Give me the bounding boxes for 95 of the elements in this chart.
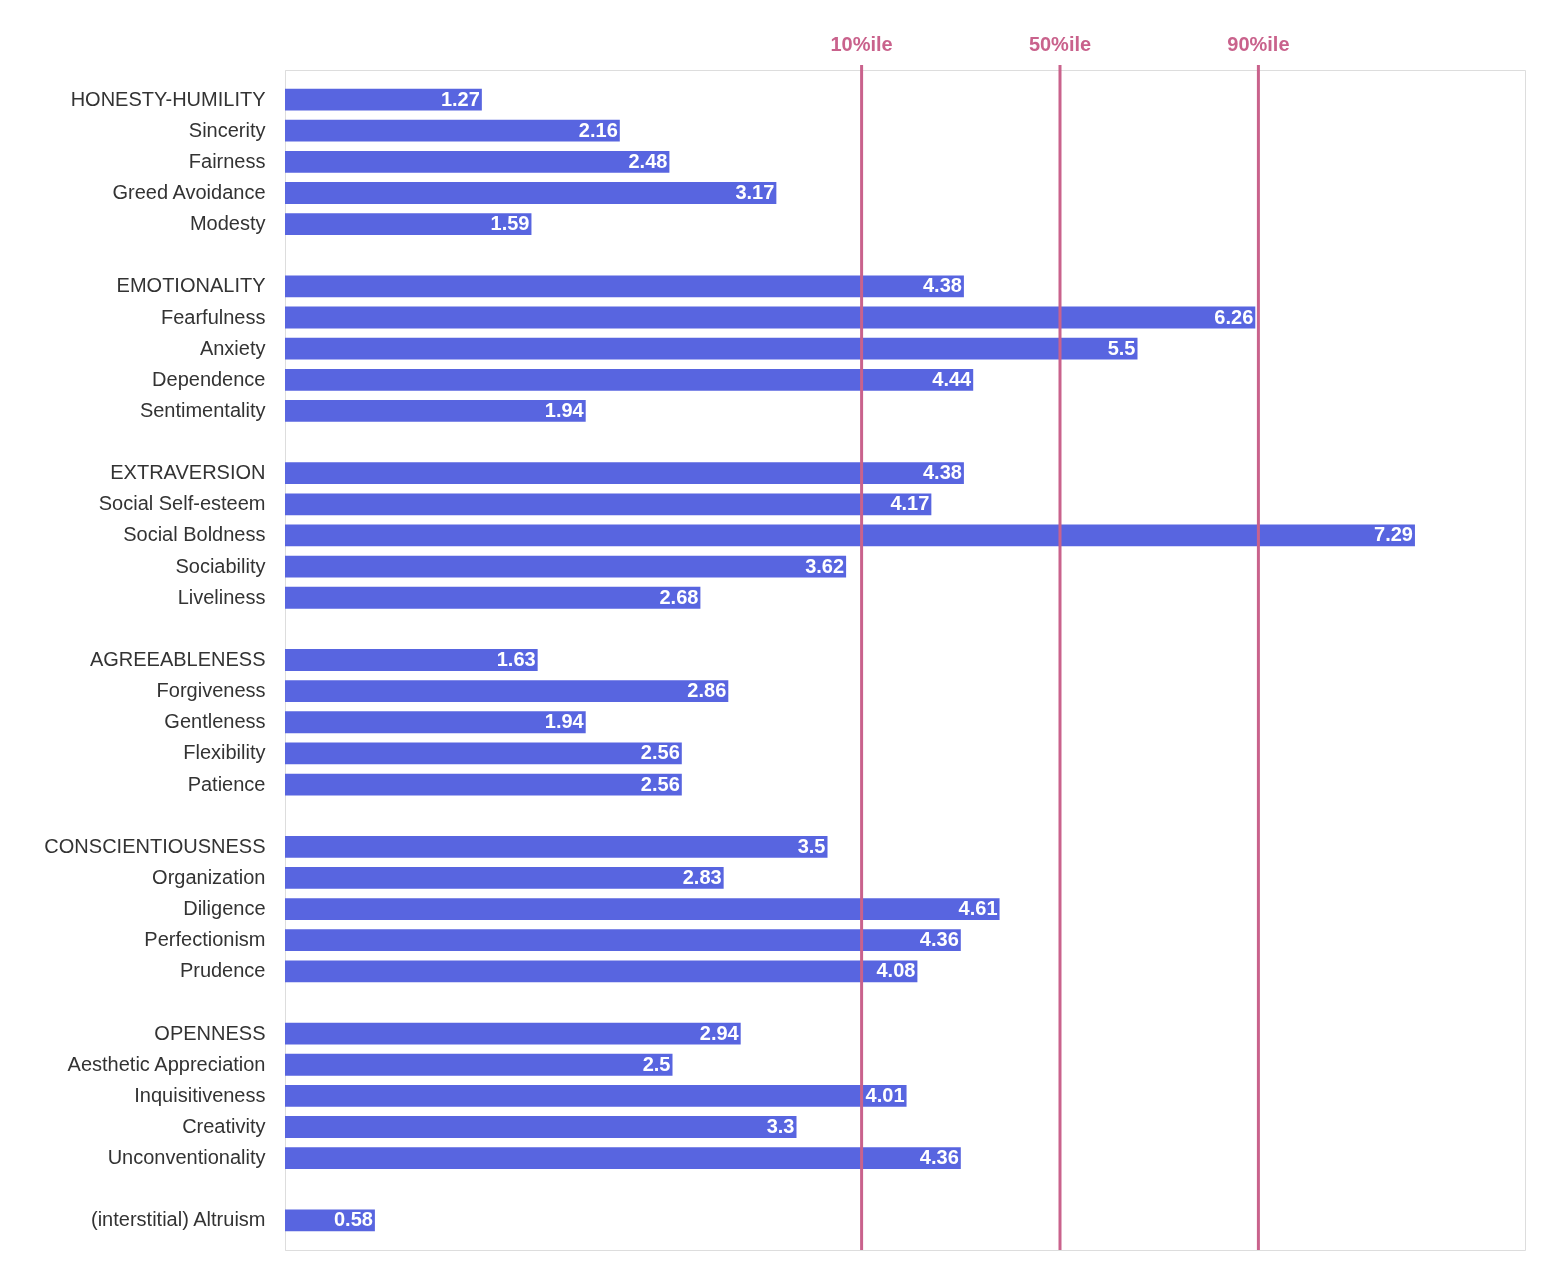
y-tick-label: EXTRAVERSION: [110, 461, 266, 484]
y-tick-label: Modesty: [189, 212, 266, 235]
data-label: 4.17: [890, 492, 930, 515]
y-tick-label: Dependence: [152, 367, 266, 390]
data-label: 4.36: [919, 1146, 959, 1169]
y-tick-label: AGREEABLENESS: [89, 648, 266, 670]
bar: [285, 867, 724, 889]
bar: [285, 1022, 741, 1045]
y-tick-label: Diligence: [183, 897, 266, 920]
data-label: 3.62: [805, 554, 845, 577]
bar: [285, 586, 701, 609]
data-label: 1.59: [490, 212, 530, 235]
y-tick-label: Unconventionality: [107, 1146, 266, 1169]
data-label: 5.5: [1107, 336, 1136, 359]
y-tick-label: HONESTY-HUMILITY: [70, 87, 266, 110]
data-label: 4.08: [876, 959, 916, 982]
y-tick-label: (interstitial) Altruism: [91, 1208, 266, 1231]
y-tick-label: Greed Avoidance: [112, 180, 266, 203]
data-label: 2.94: [699, 1021, 740, 1044]
y-tick-label: Aesthetic Appreciation: [67, 1052, 266, 1075]
ref-line-label: 10%ile: [830, 33, 893, 55]
bar: [285, 150, 670, 173]
ref-line-label: 90%ile: [1227, 33, 1290, 55]
y-tick-label: Patience: [187, 772, 266, 795]
bar: [285, 1053, 673, 1076]
y-tick-label: Sociability: [175, 554, 266, 577]
y-tick-label: Sentimentality: [139, 398, 266, 421]
y-tick-label: Flexibility: [183, 741, 266, 764]
bar: [285, 1116, 797, 1138]
data-label: 7.29: [1374, 523, 1413, 546]
data-label: 1.94: [544, 710, 585, 733]
bar: [285, 400, 586, 422]
data-label: 2.56: [640, 741, 680, 764]
y-tick-label: Social Boldness: [123, 523, 266, 546]
data-label: 2.16: [578, 118, 618, 141]
y-tick-label: Anxiety: [199, 336, 266, 359]
bar: [285, 898, 1000, 920]
y-tick-label: CONSCIENTIOUSNESS: [44, 834, 266, 857]
data-label: 1.63: [496, 648, 536, 670]
y-tick-label: OPENNESS: [154, 1021, 266, 1044]
y-tick-label: Fairness: [188, 149, 266, 172]
data-label: 4.36: [919, 928, 959, 951]
bar: [285, 929, 961, 952]
data-label: 4.61: [958, 897, 998, 920]
data-label: 4.01: [865, 1083, 905, 1106]
data-label: 0.58: [333, 1208, 373, 1231]
bar: [285, 306, 1256, 329]
bar: [285, 649, 538, 671]
y-tick-label: Prudence: [179, 959, 266, 982]
bar: [285, 213, 532, 236]
bar: [285, 1084, 907, 1107]
ref-line-label: 50%ile: [1028, 33, 1092, 55]
y-tick-label: Perfectionism: [144, 928, 266, 951]
data-label: 2.83: [682, 865, 722, 888]
data-label: 4.38: [922, 461, 962, 484]
y-tick-label: Fearfulness: [161, 305, 266, 328]
y-tick-label: Social Self-esteem: [98, 492, 266, 515]
data-label: 2.86: [687, 679, 727, 702]
bar: [285, 524, 1415, 547]
data-label: 2.48: [628, 149, 668, 172]
y-tick-label: Creativity: [182, 1115, 266, 1138]
bar: [285, 555, 847, 578]
data-label: 4.38: [922, 274, 962, 297]
data-label: 6.26: [1214, 305, 1254, 328]
y-tick-label: Organization: [152, 865, 266, 888]
y-tick-label: EMOTIONALITY: [116, 274, 266, 297]
bar: [285, 462, 964, 485]
bar: [285, 680, 729, 703]
bar: [285, 742, 682, 765]
y-tick-label: Sincerity: [188, 118, 266, 141]
data-label: 2.68: [659, 585, 699, 608]
bar: [285, 119, 620, 142]
data-label: 2.5: [642, 1052, 671, 1075]
y-tick-label: Gentleness: [164, 710, 266, 733]
data-label: 3.3: [766, 1115, 795, 1138]
y-tick-label: Liveliness: [177, 585, 266, 608]
bar: [285, 88, 482, 111]
bar: [285, 275, 964, 298]
bar: [285, 368, 974, 391]
data-label: 1.27: [440, 87, 480, 110]
bar: [285, 337, 1138, 360]
bar: [285, 493, 932, 516]
data-label: 1.94: [544, 398, 585, 421]
y-tick-label: Forgiveness: [156, 679, 266, 702]
bar: [285, 773, 682, 796]
bar: [285, 960, 918, 983]
y-tick-label: Inquisitiveness: [134, 1083, 266, 1106]
bar: [285, 182, 777, 204]
data-label: 4.44: [932, 367, 973, 390]
data-label: 3.5: [797, 834, 826, 857]
data-label: 2.56: [640, 772, 680, 795]
bar: [285, 711, 586, 734]
bar: [285, 1147, 961, 1170]
data-label: 3.17: [735, 180, 775, 203]
bar: [285, 835, 828, 858]
